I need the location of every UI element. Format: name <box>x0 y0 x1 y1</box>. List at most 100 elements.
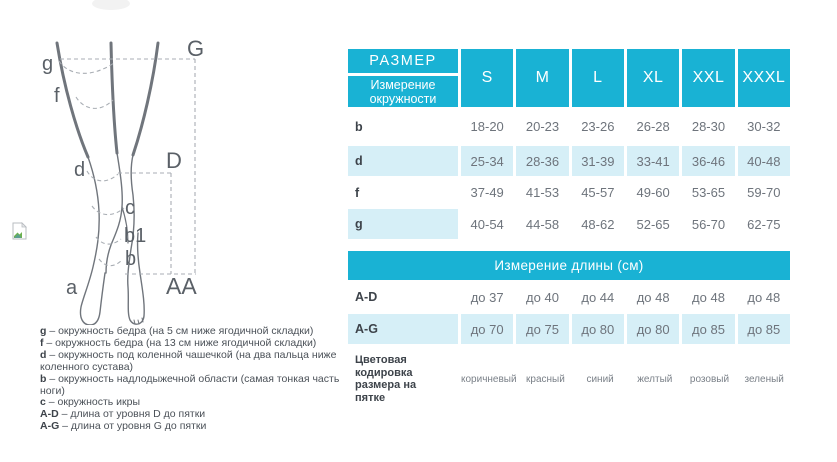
table-cell: 40-54 <box>470 216 504 232</box>
row-label: g <box>348 209 458 239</box>
table-cell: 45-57 <box>581 185 615 200</box>
size-column-header: L <box>571 49 624 107</box>
table-row: A-D до 37 до 40 до 44 до 48 до 48 до 48 <box>348 280 790 314</box>
legend-text: – длина от уровня D до пятки <box>58 408 206 421</box>
table-cell: 41-53 <box>525 185 560 200</box>
size-column-header: S <box>461 49 514 107</box>
table-header-row: РАЗМЕР Измерение окружности S M L XL XXL XXXL <box>348 49 790 107</box>
legend-item: b – окружность надлодыжечной области (са… <box>40 372 364 398</box>
size-column-header: M <box>516 49 569 107</box>
table-cell: 25-34 <box>461 146 514 176</box>
label-G: G <box>187 36 204 61</box>
table-cell: 33-41 <box>626 146 680 176</box>
row-label: d <box>348 146 458 176</box>
table-cell: до 70 <box>461 314 514 344</box>
table-cell: 36-46 <box>682 146 735 176</box>
row-label: b <box>355 119 363 134</box>
size-column-header: XXXL <box>737 49 790 107</box>
table-cell: 18-20 <box>470 119 504 134</box>
table-cell: 53-65 <box>691 185 726 200</box>
table-cell: до 48 <box>636 289 670 305</box>
table-cell: до 48 <box>692 289 725 305</box>
legend-key: A-G <box>40 420 60 433</box>
heel-color-name: синий <box>586 373 614 385</box>
legend-text: – окружность надлодыжечной области (сама… <box>40 372 340 397</box>
row-label: A-D <box>355 290 378 304</box>
label-b: b <box>125 248 136 270</box>
table-cell: 52-65 <box>636 216 670 232</box>
legend-key: d <box>40 348 47 361</box>
heel-color-name: красный <box>526 373 565 385</box>
table-cell: до 75 <box>516 314 569 344</box>
table-row: A-G до 70 до 75 до 80 до 80 до 85 до 85 <box>348 314 790 344</box>
legend-key: g <box>40 325 47 337</box>
color-coding-label: Цветовая кодировка размера на пятке <box>355 354 417 404</box>
table-cell: 28-30 <box>691 119 726 134</box>
label-d: d <box>74 159 85 181</box>
size-table: РАЗМЕР Измерение окружности S M L XL XXL XXXL… <box>348 49 790 414</box>
legend-item: A-G – длина от уровня G до пятки <box>40 420 364 433</box>
table-cell: 28-36 <box>516 146 569 176</box>
table-cell: 62-75 <box>747 216 781 232</box>
table-cell: 26-28 <box>636 119 670 134</box>
legend-text: – окружность икры <box>45 396 140 409</box>
table-cell: до 48 <box>747 289 781 305</box>
legend-key: c <box>40 396 46 409</box>
diagram-point-labels: g f d c b1 b a G D AA <box>42 36 204 299</box>
leg-outline <box>55 41 160 325</box>
label-D: D <box>166 148 182 173</box>
table-spacer <box>348 239 790 251</box>
table-cell: до 80 <box>571 314 624 344</box>
table-cell: 31-39 <box>571 146 624 176</box>
color-coding-row: Цветовая кодировка размера на пятке кори… <box>348 344 790 414</box>
table-cell: до 37 <box>470 289 504 305</box>
label-c: c <box>125 197 135 219</box>
label-b1: b1 <box>124 225 146 247</box>
legend-text: – окружность под коленной чашечкой (на д… <box>40 348 337 373</box>
length-rows: A-D до 37 до 40 до 44 до 48 до 48 до 48 A-G до 7… <box>348 280 790 344</box>
legend-key: f <box>40 336 44 349</box>
legend-text: – окружность бедра (на 13 см ниже ягодич… <box>43 336 317 349</box>
table-row: b 18-20 20-23 23-26 26-28 28-30 30-32 <box>348 107 790 146</box>
table-cell: до 85 <box>737 314 790 344</box>
table-cell: 48-62 <box>581 216 615 232</box>
table-title: РАЗМЕР <box>348 49 458 76</box>
table-cell: до 80 <box>626 314 680 344</box>
heel-color-name: коричневый <box>461 373 517 385</box>
leg-measurement-diagram: g f d c b1 b a G D AA <box>42 36 204 325</box>
size-column-header: XL <box>626 49 680 107</box>
size-column-header: XXL <box>682 49 735 107</box>
legend-item: c – окружность икры <box>40 396 364 409</box>
table-cell: 40-48 <box>737 146 790 176</box>
label-g: g <box>42 53 53 75</box>
legend-key: b <box>40 372 47 385</box>
legend-text: – окружность бедра (на 5 см ниже ягодичн… <box>46 325 314 337</box>
legend-key: A-D <box>40 408 59 421</box>
table-row: g 40-54 44-58 48-62 52-65 56-70 62-75 <box>348 209 790 239</box>
legend-item: f – окружность бедра (на 13 см ниже ягод… <box>40 336 364 350</box>
table-cell: 59-70 <box>747 185 781 200</box>
table-row: f 37-49 41-53 45-57 49-60 53-65 59-70 <box>348 176 790 209</box>
length-section-band: Измерение длины (см) <box>348 251 790 280</box>
table-cell: 20-23 <box>525 119 560 134</box>
table-cell: 30-32 <box>747 119 781 134</box>
table-cell: 23-26 <box>581 119 615 134</box>
table-cell: до 40 <box>526 289 559 305</box>
table-cell: 37-49 <box>470 185 504 200</box>
label-a: a <box>66 277 78 299</box>
table-cell: до 85 <box>682 314 735 344</box>
table-row: d 25-34 28-36 31-39 33-41 36-46 40-48 <box>348 146 790 176</box>
table-cell: 44-58 <box>525 216 560 232</box>
heel-color-name: зеленый <box>744 373 784 385</box>
legend-item: A-D – длина от уровня D до пятки <box>40 408 364 421</box>
legend-item: d – окружность под коленной чашечкой (на… <box>40 348 364 374</box>
table-cell: 49-60 <box>636 185 670 200</box>
circumference-rows: b 18-20 20-23 23-26 26-28 28-30 30-32 d 25-34 28-… <box>348 107 790 239</box>
table-corner-cell: РАЗМЕР Измерение окружности <box>348 49 458 107</box>
measurement-guides <box>58 58 196 275</box>
legend-item: g – окружность бедра (на 5 см ниже ягоди… <box>40 325 364 338</box>
image-artifact <box>92 0 130 10</box>
length-section-title: Измерение длины (см) <box>348 251 790 280</box>
heel-color-name: розовый <box>689 373 730 385</box>
